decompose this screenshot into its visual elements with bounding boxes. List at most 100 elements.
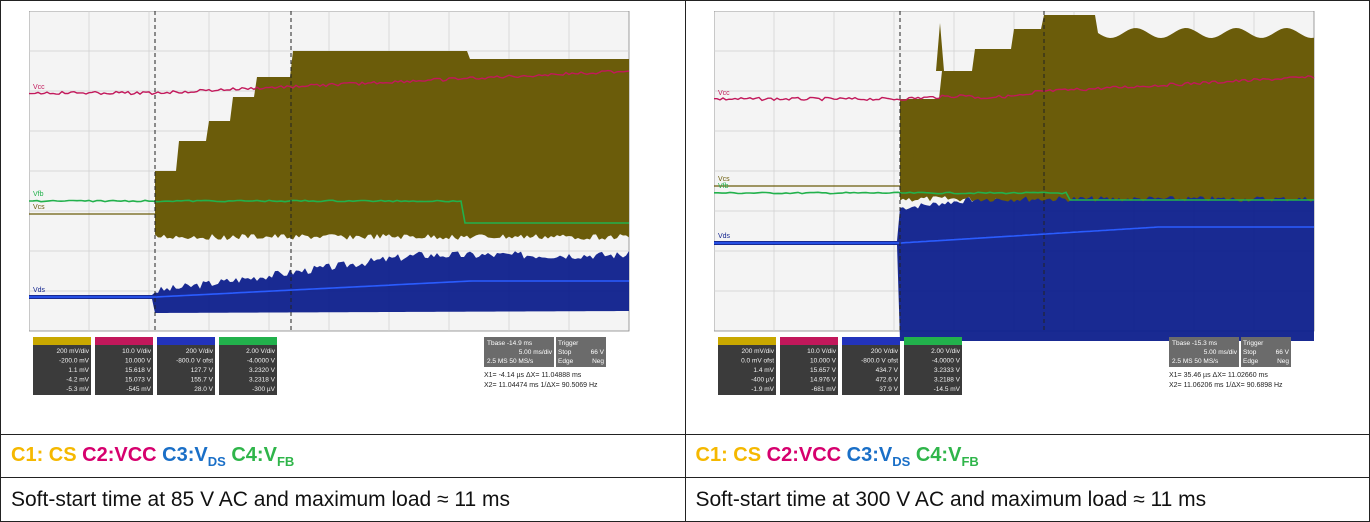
- readout-value: -4.0000 V: [931, 358, 960, 365]
- label-vcs: Vcs: [33, 204, 45, 211]
- readout-value: -545 mV: [126, 386, 151, 393]
- legend-left: C1: CS C2:VCC C3:VDS C4:VFB: [0, 434, 686, 478]
- readout-value: -300 µV: [252, 386, 276, 393]
- readout-value: 10.0 V/div: [122, 348, 152, 355]
- trace-vds-line: [713, 226, 1314, 244]
- readout-ch4: [219, 337, 277, 395]
- readout-value: -14.5 mV: [933, 386, 960, 393]
- readout-value: 14.976 V: [809, 377, 836, 384]
- trace-vds-band: [713, 185, 1314, 341]
- caption-right: Soft-start time at 300 V AC and maximum …: [684, 477, 1370, 522]
- readout-header-ch3: [157, 337, 215, 345]
- trigger-label: Trigger: [558, 340, 579, 347]
- readout-value: -800.0 V ofst: [176, 358, 213, 365]
- readout-value: 28.0 V: [194, 386, 213, 393]
- readout-value: 2.00 V/div: [931, 348, 961, 355]
- trigger-stop: Stop: [1243, 349, 1257, 356]
- label-vds: Vds: [718, 233, 731, 240]
- readout-ch1: [33, 337, 91, 395]
- legend-c1: C1: CS: [11, 443, 77, 466]
- readout-value: 15.657 V: [809, 367, 836, 374]
- trace-cs-band: [155, 51, 629, 240]
- timebase-sample: 2.5 MS 50 MS/s: [487, 358, 534, 365]
- panel-left: Vcc Vfb Vcs Vds 200 mV/div -200.0 mV 1.1 mV -4.…: [0, 0, 686, 435]
- readout-value: 127.7 V: [191, 367, 214, 374]
- label-vcc: Vcc: [33, 84, 45, 91]
- readout-value: 200 mV/div: [56, 348, 89, 355]
- trace-vds-band: [29, 251, 629, 313]
- timebase-tbase: Tbase -14.9 ms: [487, 340, 533, 347]
- readout-ch1: [717, 337, 776, 395]
- timebase-box: [1168, 337, 1239, 367]
- readout-value: -1.9 mV: [751, 386, 774, 393]
- readout-value: -800.0 V ofst: [861, 358, 898, 365]
- readout-value: 2.00 V/div: [246, 348, 276, 355]
- trace-vds-line: [29, 280, 629, 298]
- readout-value: 1.4 mV: [753, 367, 774, 374]
- trace-cs-band: [899, 15, 1314, 202]
- trigger-box: [556, 337, 606, 367]
- caption-left: Soft-start time at 85 V AC and maximum l…: [0, 477, 686, 522]
- readout-ch3: [157, 337, 215, 395]
- legend-c2: C2:VCC: [82, 443, 157, 466]
- timebase-tdiv: 5.00 ms/div: [519, 349, 553, 356]
- legend-c3: C3:VDS: [846, 443, 911, 469]
- readout-value: 3.2318 V: [249, 377, 276, 384]
- readout-value: 10.000 V: [125, 358, 152, 365]
- readout-value: 434.7 V: [875, 367, 898, 374]
- legend-c4: C4:VFB: [231, 443, 295, 469]
- trigger-stop: Stop: [558, 349, 572, 356]
- trigger-edge: Edge: [558, 358, 574, 365]
- readout-header-ch4: [903, 337, 962, 345]
- readout-header-ch1: [717, 337, 776, 345]
- readout-value: 200 V/div: [186, 348, 214, 355]
- readout-value: 15.073 V: [125, 377, 152, 384]
- legend-c2: C2:VCC: [766, 443, 842, 466]
- trigger-edge: Edge: [1243, 358, 1259, 365]
- trigger-box: [1240, 337, 1291, 367]
- readout-value: -200.0 mV: [59, 358, 90, 365]
- trace-cs-spike: [899, 126, 914, 186]
- legend-right: C1: CS C2:VCC C3:VDS C4:VFB: [684, 434, 1370, 478]
- readout-value: 15.618 V: [125, 367, 152, 374]
- readout-header-ch4: [219, 337, 277, 345]
- readout-value: -681 mV: [811, 386, 836, 393]
- readout-ch3: [841, 337, 900, 395]
- trigger-stop-value: 66 V: [1275, 349, 1289, 356]
- readout-value: 0.0 mV ofst: [741, 358, 774, 365]
- readout-value: 200 V/div: [870, 348, 898, 355]
- readout-value: -5.3 mV: [66, 386, 89, 393]
- label-vcs: Vcs: [718, 176, 730, 183]
- readout-value: 155.7 V: [191, 377, 214, 384]
- readout-header-ch1: [33, 337, 91, 345]
- legend-c3: C3:VDS: [162, 443, 226, 469]
- readout-value: -400 µV: [751, 377, 775, 384]
- readout-ch2: [95, 337, 153, 395]
- readout-ch2: [779, 337, 838, 395]
- cursor-readout-x1: X1= 35.46 µs ΔX= 11.02660 ms: [1169, 372, 1268, 379]
- trace-vfb: [713, 191, 1314, 201]
- readout-value: 3.2333 V: [933, 367, 960, 374]
- trace-vcc: [29, 69, 630, 96]
- timebase-tbase: Tbase -15.3 ms: [1172, 340, 1218, 347]
- readout-ch4: [903, 337, 962, 395]
- label-vds: Vds: [33, 287, 46, 294]
- cursor-readout-x2: X2= 11.06206 ms 1/ΔX= 90.6898 Hz: [1169, 382, 1283, 389]
- cursor-readout-x2: X2= 11.04474 ms 1/ΔX= 90.5069 Hz: [484, 382, 598, 389]
- timebase-box: [484, 337, 554, 367]
- readout-value: 10.000 V: [809, 358, 836, 365]
- readout-header-ch2: [95, 337, 153, 345]
- readout-value: 3.2320 V: [249, 367, 276, 374]
- readout-header-ch3: [841, 337, 900, 345]
- trace-vfb: [29, 199, 629, 224]
- readout-value: 200 mV/div: [741, 348, 774, 355]
- readout-value: -4.0000 V: [247, 358, 276, 365]
- trigger-label: Trigger: [1243, 340, 1264, 347]
- label-vfb: Vfb: [718, 183, 729, 190]
- trigger-edge-value: Neg: [592, 358, 604, 365]
- trace-cs-spike: [935, 23, 944, 71]
- label-vfb: Vfb: [33, 191, 44, 198]
- readout-value: 1.1 mV: [68, 367, 89, 374]
- readout-header-ch2: [779, 337, 838, 345]
